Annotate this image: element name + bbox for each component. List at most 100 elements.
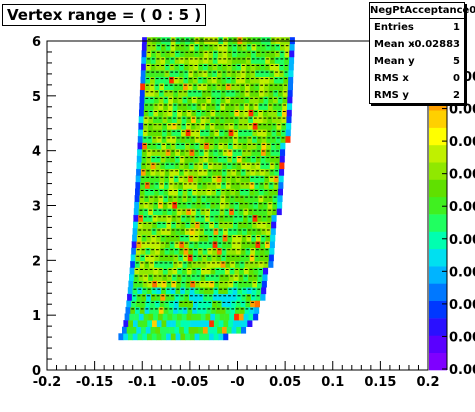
- heatmap-cell: [243, 274, 249, 281]
- heatmap-cell: [198, 155, 204, 163]
- heatmap-cell: [176, 274, 182, 281]
- heatmap-cell: [152, 129, 158, 137]
- heatmap-cell: [241, 293, 247, 301]
- heatmap-cell: [144, 103, 150, 110]
- heatmap-cell: [157, 129, 163, 137]
- heatmap-cell: [209, 280, 215, 288]
- heatmap-cell: [134, 260, 140, 268]
- heatmap-cell: [208, 43, 214, 51]
- x-axis: -0.2 -0.15 -0.1 -0.05 -0 0.05 0.1 0.15 0.2: [33, 361, 440, 390]
- heatmap-cell: [150, 326, 156, 334]
- heatmap-cell: [141, 234, 147, 242]
- heatmap-cell: [162, 109, 168, 117]
- heatmap-cell: [133, 208, 139, 216]
- heatmap-cell: [167, 274, 173, 281]
- y-tick-label: 6: [32, 35, 41, 50]
- heatmap-cell: [154, 254, 160, 262]
- heatmap-cell: [182, 195, 188, 202]
- heatmap-cell: [271, 122, 277, 130]
- heatmap-cell: [258, 195, 264, 202]
- heatmap-cell: [217, 326, 223, 334]
- heatmap-cell: [236, 234, 242, 242]
- heatmap-cell: [160, 63, 166, 71]
- heatmap-cell: [266, 214, 272, 222]
- heatmap-cell: [261, 221, 267, 229]
- heatmap-cell: [254, 175, 260, 183]
- heatmap-cell: [199, 43, 205, 51]
- colorbar-swatch: [429, 196, 447, 215]
- heatmap-cell: [217, 234, 223, 242]
- heatmap-cell: [161, 142, 167, 150]
- heatmap-cell: [218, 287, 224, 295]
- heatmap-cell: [269, 168, 275, 176]
- heatmap-cell: [213, 50, 219, 58]
- heatmap-cell: [214, 208, 220, 216]
- heatmap-cell: [248, 116, 254, 123]
- heatmap-cell: [186, 267, 192, 275]
- heatmap-cell: [175, 43, 181, 51]
- heatmap-cell: [228, 214, 234, 222]
- heatmap-cell: [166, 280, 172, 288]
- heatmap-cell: [156, 287, 162, 295]
- heatmap-cell: [136, 241, 142, 248]
- heatmap-cell: [286, 122, 292, 130]
- heatmap-cell: [207, 162, 213, 170]
- heatmap-cell: [146, 50, 152, 58]
- heatmap-cell: [267, 116, 273, 123]
- heatmap-cell: [247, 280, 253, 288]
- heatmap-cell: [178, 83, 184, 91]
- heatmap-cell: [220, 96, 226, 104]
- heatmap-cell: [250, 300, 256, 308]
- colorbar-swatch: [429, 162, 447, 180]
- heatmap-cell: [183, 300, 189, 308]
- heatmap-cell: [274, 155, 280, 163]
- heatmap-cell: [269, 247, 275, 255]
- heatmap-cell: [223, 221, 229, 229]
- heatmap-cell: [171, 320, 177, 327]
- heatmap-cell: [164, 181, 170, 189]
- heatmap-cell: [188, 241, 194, 248]
- heatmap-cell: [279, 155, 285, 163]
- heatmap-cell: [219, 274, 225, 281]
- heatmap-cell: [169, 241, 175, 248]
- y-tick-label: 3: [32, 200, 41, 215]
- heatmap-cell: [260, 63, 266, 71]
- heatmap-cell: [157, 274, 163, 281]
- heatmap-cell: [239, 109, 245, 117]
- y-tick-label: 0: [32, 364, 41, 379]
- heatmap-cell: [209, 122, 215, 130]
- heatmap-cell: [243, 116, 249, 123]
- heatmap-cell: [158, 260, 164, 268]
- heatmap-cell: [244, 195, 250, 202]
- heatmap-cell: [168, 195, 174, 202]
- heatmap-cell: [175, 135, 181, 143]
- heatmap-cell: [192, 181, 198, 189]
- heatmap-cell: [225, 306, 231, 314]
- stats-value: -0.02883: [410, 39, 460, 50]
- heatmap-cell: [172, 201, 178, 209]
- heatmap-cell: [207, 70, 213, 77]
- heatmap-cell: [262, 122, 268, 130]
- heatmap-cell: [226, 63, 232, 71]
- heatmap-cell: [189, 43, 195, 51]
- heatmap-cell: [266, 221, 272, 229]
- heatmap-cell: [199, 135, 205, 143]
- heatmap-cell: [264, 70, 270, 77]
- heatmap-cell: [230, 89, 236, 97]
- heatmap-cell: [149, 89, 155, 97]
- heatmap-cell: [288, 63, 294, 71]
- heatmap-cell: [154, 181, 160, 189]
- heatmap-cell: [274, 63, 280, 71]
- stats-row: Entries 1: [370, 19, 464, 36]
- heatmap-cell: [129, 313, 135, 321]
- heatmap-cell: [213, 333, 219, 341]
- heatmap-cell: [214, 135, 220, 143]
- heatmap-cell: [179, 162, 185, 170]
- colorbar-swatch: [429, 144, 447, 163]
- heatmap-cell: [272, 195, 278, 202]
- heatmap-cell: [206, 181, 212, 189]
- heatmap-cell: [141, 63, 147, 71]
- heatmap-cell: [197, 83, 203, 91]
- stats-row: RMS y 2: [370, 87, 464, 104]
- heatmap-cell: [145, 241, 151, 248]
